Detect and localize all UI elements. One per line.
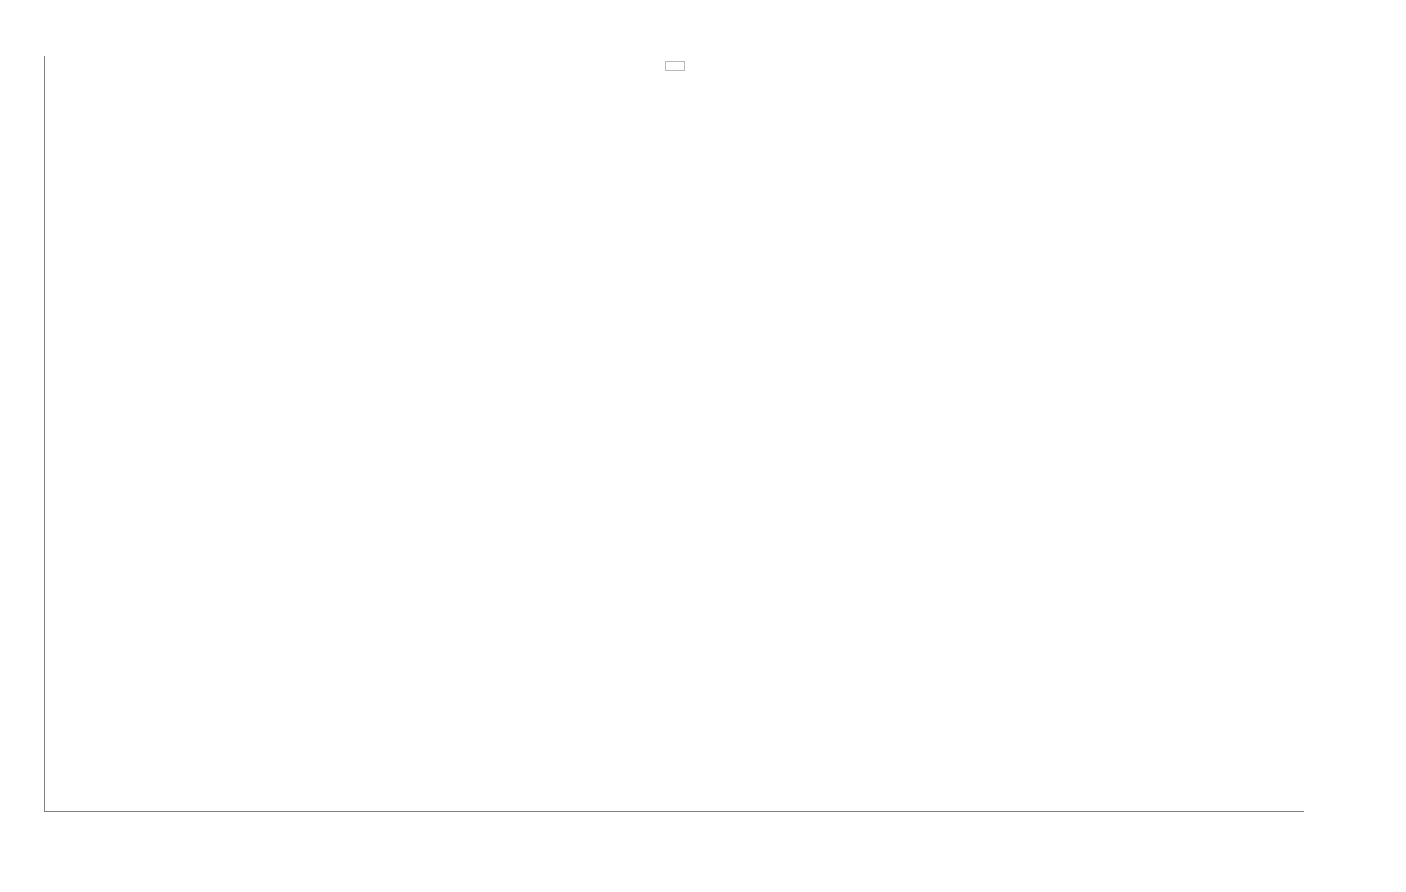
scatter-plot-area <box>44 56 1304 812</box>
correlation-legend <box>665 61 685 71</box>
